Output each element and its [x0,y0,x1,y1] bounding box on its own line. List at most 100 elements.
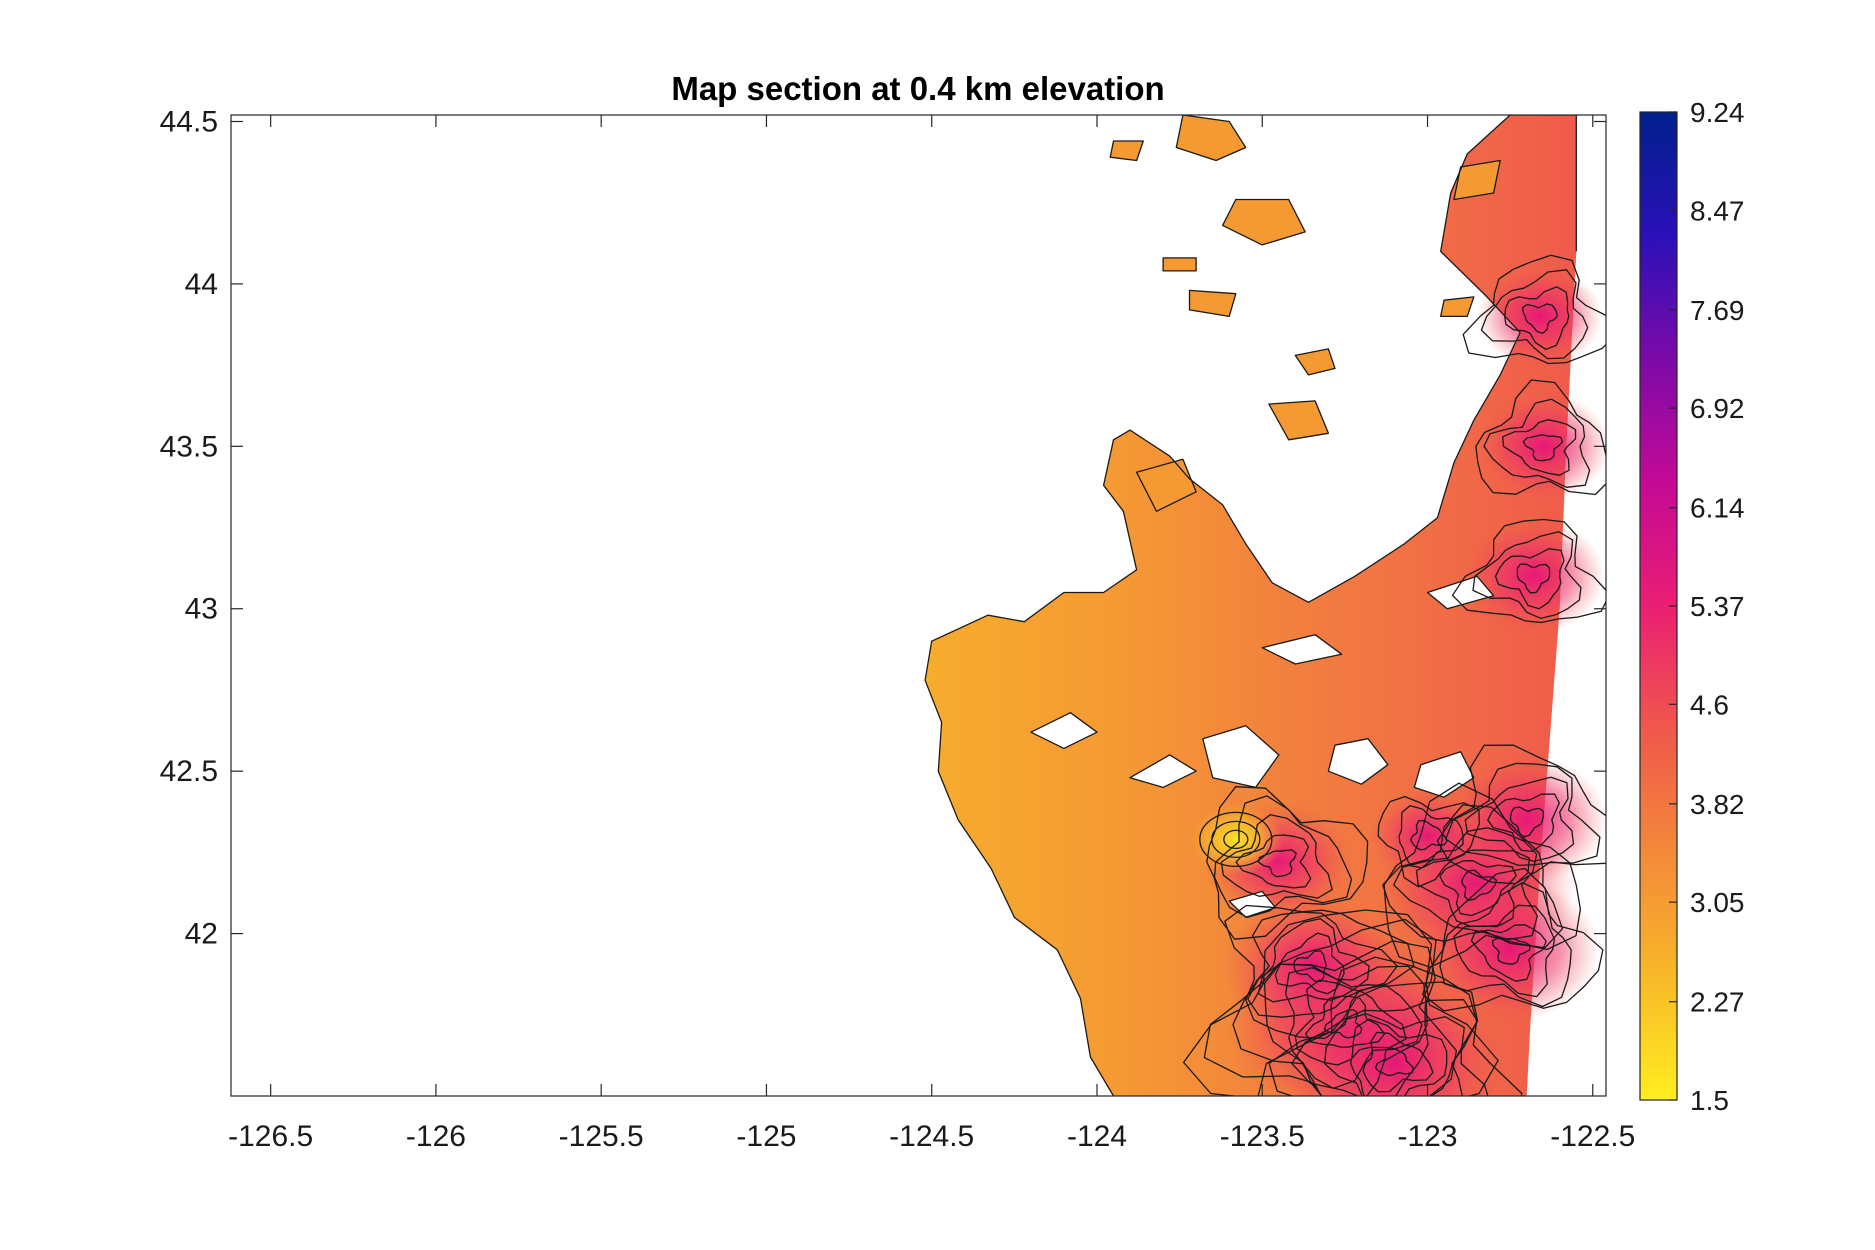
velocity-contour [1509,806,1544,838]
island-contour [1268,400,1330,441]
void-contour [1129,754,1197,789]
land-island [1189,290,1236,317]
velocity-contour [1247,911,1398,1018]
y-axis: 42 42.5 43 43.5 44 44.5 [160,105,1606,951]
velocity-contour [1480,269,1589,360]
high-velocity-zone [1477,266,1603,367]
x-tick-label: -126 [406,1120,466,1153]
velocity-contour [1516,563,1551,594]
land-island [1295,348,1335,375]
velocity-contour [1470,924,1547,982]
velocity-contour [1274,932,1345,995]
island-contour [1221,198,1306,246]
colorbar-tick-label: 1.5 [1690,1085,1729,1116]
x-tick-label: -126.5 [228,1120,313,1153]
velocity-contour [1382,804,1564,949]
void-region [1328,738,1388,785]
void-region [1202,725,1279,788]
high-velocity-zone [1369,789,1486,883]
velocity-contour [1464,776,1575,862]
velocity-contour [1291,999,1479,1096]
velocity-contour [1504,286,1570,350]
velocity-contour [1502,419,1577,476]
island-contour [1453,159,1501,201]
colorbar-tick-label: 3.05 [1690,887,1745,918]
colorbar: 1.5 2.27 3.05 3.82 4.6 5.37 6.14 6.92 7.69 8.47 9.… [1639,97,1745,1116]
velocity-contour [1305,995,1386,1048]
velocity-contour [1461,869,1498,902]
velocity-contour [1323,1008,1363,1039]
x-tick-label: -122.5 [1550,1120,1635,1153]
x-tick-label: -123 [1397,1120,1457,1153]
velocity-contour [1257,849,1297,878]
velocity-contour [1393,827,1538,941]
island-contour [1162,257,1197,272]
y-tick-label: 43 [185,593,218,626]
velocity-contour [1491,937,1531,965]
void-contour [1202,725,1280,789]
velocity-contour [1293,950,1327,983]
island-contour [1175,115,1247,162]
velocity-contour [1451,518,1606,624]
velocity-contour [1323,1013,1465,1096]
velocity-contour [1232,940,1436,1096]
velocity-contour [1487,793,1560,853]
velocity-contour [1494,548,1565,610]
land-island [1440,296,1474,317]
plot-area [924,115,1606,1096]
island-contour [1188,289,1237,318]
velocity-contour [1211,820,1261,859]
velocity-contour [1475,379,1606,496]
velocity-contour [1220,814,1333,899]
y-tick-label: 42 [185,918,218,951]
island-contour [1294,348,1336,376]
island-contour [1440,296,1475,318]
land-island [1163,257,1197,271]
void-contour [1327,738,1389,785]
void-contour [1261,634,1343,665]
colorbar-tick-label: 5.37 [1690,591,1745,622]
land-island [1222,199,1306,245]
velocity-contour [1522,434,1564,462]
high-velocity-zone [1446,755,1606,885]
x-tick-label: -124 [1067,1120,1127,1153]
velocity-contour [1374,1047,1414,1076]
velocity-field [925,115,1606,1096]
chart-title: Map section at 0.4 km elevation [671,70,1164,107]
x-tick-label: -123.5 [1220,1120,1305,1153]
void-contour [1228,890,1277,918]
island-contour [1109,140,1144,162]
colorbar-tick-label: 4.6 [1690,689,1729,720]
void-region [1414,751,1474,798]
velocity-contour [1199,811,1273,868]
y-tick-label: 44 [185,268,218,301]
y-tick-label: 42.5 [160,755,218,788]
velocity-contour [1462,254,1606,365]
x-tick-label: -125 [736,1120,796,1153]
colorbar-tick-label: 8.47 [1690,195,1745,226]
void-contour [1426,575,1495,610]
coast-contour [924,115,1577,1096]
high-velocity-zone [1476,392,1606,500]
velocity-contour [1415,849,1530,928]
colorbar-tick-label: 2.27 [1690,987,1745,1018]
x-axis: -126.5 -126 -125.5 -125 -124.5 -124 -123.5 -123… [228,115,1635,1153]
island-contour [1135,458,1197,512]
velocity-contour [1483,398,1591,488]
x-tick-label: -125.5 [559,1120,644,1153]
land-island [1110,141,1144,161]
velocity-contour [1472,531,1582,619]
velocity-contour [1223,829,1249,850]
velocity-contour [1182,909,1499,1096]
velocity-contour [1284,967,1423,1089]
velocity-contour [1410,819,1448,851]
colorbar-ticks: 1.5 2.27 3.05 3.82 4.6 5.37 6.14 6.92 7.69 8.47 9.… [1669,97,1745,1116]
y-tick-label: 44.5 [160,105,218,138]
y-tick-label: 43.5 [160,430,218,463]
velocity-contour [1453,904,1556,998]
land-island [1454,160,1501,200]
void-region [1262,634,1342,664]
velocity-contour [1362,1031,1434,1093]
colorbar-tick-label: 6.92 [1690,393,1745,424]
velocity-contour [1235,834,1312,889]
